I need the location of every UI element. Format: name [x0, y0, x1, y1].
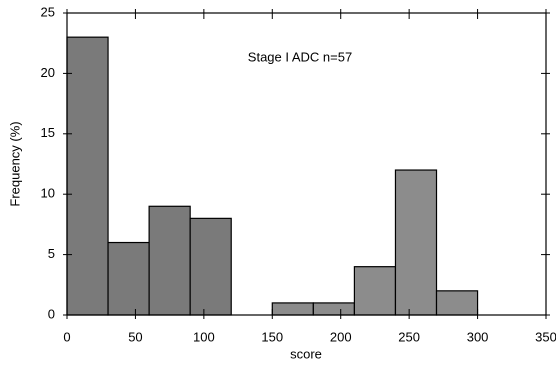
y-tick-label: 0: [48, 306, 55, 321]
y-tick-label: 15: [41, 125, 55, 140]
x-tick-label: 350: [535, 329, 556, 344]
bar: [394, 169, 438, 316]
y-axis-label: Frequency (%): [7, 121, 22, 206]
y-tick-label: 5: [48, 246, 55, 261]
bar: [66, 36, 109, 316]
bar: [353, 266, 397, 316]
bar: [271, 302, 314, 316]
bar: [189, 217, 232, 316]
x-axis-label: score: [290, 346, 322, 361]
annotation: Stage I ADC n=57: [248, 49, 352, 64]
x-tick-label: 150: [261, 329, 283, 344]
y-tick-label: 10: [41, 186, 55, 201]
x-tick-label: 0: [63, 329, 70, 344]
x-tick-label: 200: [330, 329, 352, 344]
y-tick-label: 25: [41, 4, 55, 19]
plot-frame: [66, 12, 547, 316]
bar: [148, 205, 191, 316]
x-tick-label: 100: [193, 329, 215, 344]
bar: [312, 302, 356, 316]
bar: [107, 241, 150, 316]
bar: [435, 290, 479, 316]
x-tick-label: 300: [467, 329, 489, 344]
y-tick-label: 20: [41, 65, 55, 80]
x-tick-label: 250: [398, 329, 420, 344]
x-tick-label: 50: [128, 329, 142, 344]
